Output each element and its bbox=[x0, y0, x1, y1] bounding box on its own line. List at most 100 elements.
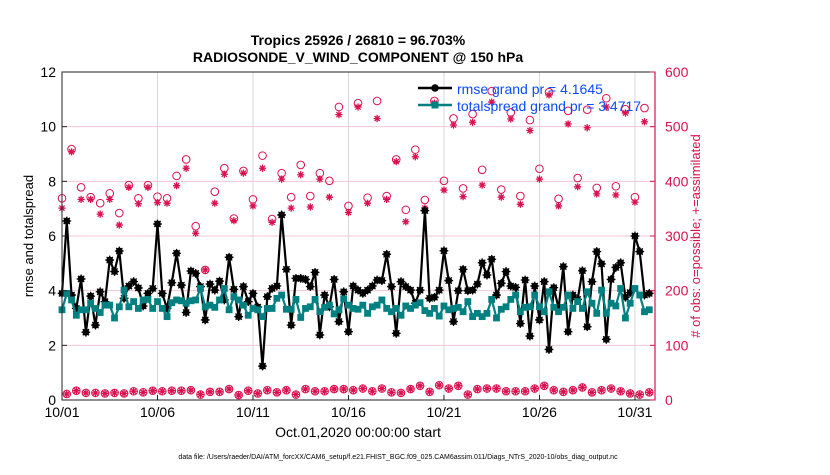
rmse-point-star bbox=[611, 263, 621, 272]
spread-point bbox=[364, 309, 371, 317]
rmse-point-star bbox=[205, 279, 215, 289]
rmse-point-star bbox=[258, 361, 267, 371]
spread-point bbox=[340, 295, 348, 303]
spread-point bbox=[216, 296, 223, 304]
obs-assimilated-point bbox=[177, 387, 185, 395]
spread-point bbox=[168, 299, 176, 307]
spread-point bbox=[106, 301, 114, 309]
rmse-point-star bbox=[181, 308, 191, 317]
obs-possible-point bbox=[296, 160, 306, 170]
spread-point bbox=[579, 305, 586, 312]
rmse-point-star bbox=[124, 281, 134, 291]
spread-point bbox=[306, 303, 314, 311]
spread-point bbox=[182, 299, 190, 307]
rmse-point-star bbox=[105, 255, 115, 265]
rmse-point-star bbox=[320, 290, 330, 300]
chart-subtitle: RADIOSONDE_V_WIND_COMPONENT @ 150 hPa bbox=[193, 49, 523, 65]
rmse-point-star bbox=[272, 281, 282, 291]
obs-possible-point bbox=[167, 386, 177, 396]
obs-possible-point bbox=[348, 385, 358, 395]
spread-point bbox=[512, 291, 519, 299]
obs-possible-point bbox=[263, 385, 272, 395]
rmse-point-star bbox=[215, 276, 224, 286]
rmse-point-star bbox=[348, 281, 358, 291]
spread-point bbox=[602, 309, 610, 317]
obs-possible-point bbox=[601, 93, 611, 103]
obs-possible-point bbox=[110, 388, 119, 398]
rmse-point-star bbox=[468, 285, 478, 295]
obs-possible-point bbox=[406, 384, 415, 394]
obs-assimilated-point bbox=[263, 386, 271, 394]
obs-assimilated-point bbox=[125, 183, 133, 191]
spread-point bbox=[536, 303, 543, 311]
obs-assimilated-point bbox=[220, 170, 228, 178]
obs-possible-point bbox=[310, 386, 320, 396]
obs-possible-point bbox=[535, 164, 544, 174]
rmse-point-star bbox=[578, 266, 587, 276]
rmse-point-star bbox=[511, 282, 520, 292]
rmse-point-star bbox=[133, 283, 143, 293]
obs-assimilated-point bbox=[454, 382, 462, 390]
obs-assimilated-point bbox=[316, 175, 324, 183]
spread-point bbox=[450, 305, 457, 312]
obs-possible-point bbox=[253, 389, 263, 398]
obs-assimilated-point bbox=[492, 384, 501, 393]
obs-assimilated-point bbox=[244, 387, 252, 395]
obs-assimilated-point bbox=[602, 103, 610, 111]
rmse-point-star bbox=[601, 334, 611, 344]
obs-possible-point bbox=[539, 381, 549, 391]
rmse-point-star bbox=[563, 327, 573, 337]
y-right-tick-label: 300 bbox=[665, 228, 689, 244]
obs-possible-point bbox=[453, 381, 463, 391]
obs-assimilated-point bbox=[488, 98, 496, 106]
spread-point bbox=[354, 305, 362, 313]
obs-assimilated-point bbox=[172, 182, 181, 190]
y-axis-label: rmse and totalspread bbox=[21, 175, 36, 297]
obs-possible-point bbox=[129, 386, 138, 396]
obs-assimilated-point bbox=[349, 386, 357, 394]
obs-possible-point bbox=[587, 388, 597, 397]
spread-point bbox=[259, 313, 266, 321]
rmse-point-star bbox=[234, 312, 244, 322]
spread-point bbox=[192, 296, 200, 304]
obs-possible-point bbox=[196, 390, 205, 399]
obs-possible-point bbox=[597, 385, 606, 395]
spread-point bbox=[240, 301, 247, 309]
obs-possible-point bbox=[62, 389, 72, 399]
spread-point bbox=[545, 288, 553, 296]
spread-point bbox=[607, 299, 615, 307]
obs-assimilated-point bbox=[526, 126, 534, 135]
spread-point bbox=[125, 303, 133, 311]
obs-possible-point bbox=[181, 155, 191, 164]
rmse-point-star bbox=[568, 290, 578, 300]
rmse-point-star bbox=[267, 284, 277, 293]
obs-possible-point bbox=[611, 181, 621, 191]
rmse-point-star bbox=[248, 289, 258, 298]
obs-assimilated-point bbox=[435, 381, 443, 389]
rmse-point-star bbox=[167, 278, 177, 288]
obs-possible-point bbox=[644, 388, 654, 397]
obs-possible-point bbox=[205, 387, 215, 397]
spread-point bbox=[516, 308, 524, 316]
obs-assimilated-point bbox=[72, 387, 80, 395]
spread-point bbox=[268, 305, 276, 312]
obs-possible-point bbox=[496, 185, 506, 194]
spread-point bbox=[397, 311, 405, 319]
rmse-point-star bbox=[138, 301, 148, 311]
chart-title: Tropics 25926 / 26810 = 96.703% bbox=[251, 32, 466, 48]
obs-assimilated-point bbox=[406, 385, 415, 393]
obs-assimilated-point bbox=[153, 199, 162, 207]
spread-point bbox=[197, 285, 204, 292]
rmse-point-star bbox=[219, 295, 229, 305]
obs-possible-point bbox=[468, 109, 477, 119]
rmse-point-star bbox=[477, 258, 487, 268]
obs-assimilated-point bbox=[325, 193, 333, 201]
spread-point bbox=[431, 305, 438, 312]
spread-point bbox=[68, 296, 75, 304]
spread-point bbox=[335, 306, 343, 314]
obs-possible-point bbox=[420, 195, 430, 205]
spread-point bbox=[631, 285, 639, 292]
obs-assimilated-point bbox=[192, 229, 200, 237]
spread-point bbox=[321, 303, 329, 311]
spread-point bbox=[373, 301, 381, 309]
